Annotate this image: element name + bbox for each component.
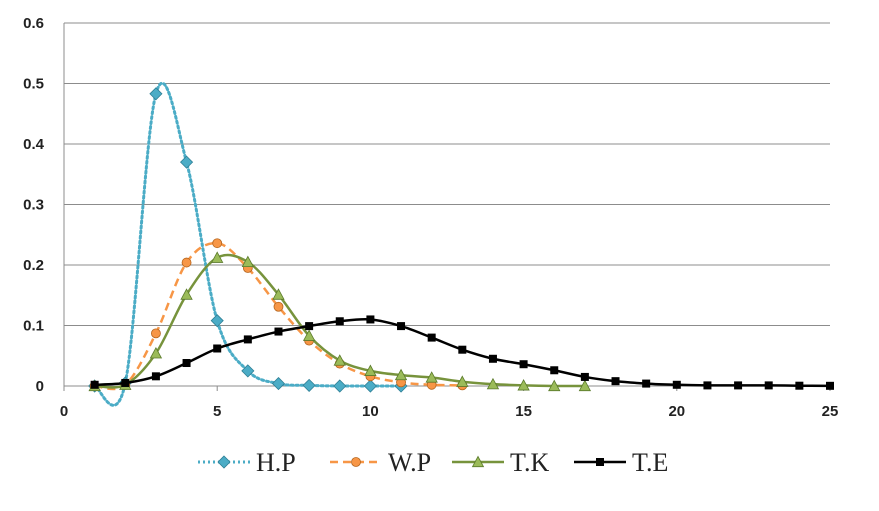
data-point <box>488 354 497 363</box>
gridlines <box>64 22 830 326</box>
data-point <box>363 379 377 393</box>
legend-label: T.E <box>632 448 668 477</box>
data-point <box>333 379 347 393</box>
x-tick-label: 15 <box>515 403 532 420</box>
x-axis-ticks: 0 5 10 15 20 25 <box>60 386 839 420</box>
y-tick-label: 0.5 <box>23 76 44 93</box>
data-point <box>181 257 192 268</box>
data-point <box>703 381 712 390</box>
series-t-e <box>90 315 834 390</box>
data-point <box>149 87 163 101</box>
data-point <box>366 315 375 324</box>
data-point <box>274 327 283 336</box>
data-point <box>397 322 406 331</box>
series-layer <box>88 81 834 407</box>
legend-label: H.P <box>256 448 296 477</box>
legend: H.P W.P T.K T.E <box>198 448 668 477</box>
data-point <box>517 379 530 391</box>
data-point <box>826 381 834 390</box>
data-point <box>335 317 344 326</box>
data-point <box>456 375 469 387</box>
data-point <box>425 371 438 383</box>
legend-item: T.E <box>574 448 668 477</box>
legend-item: W.P <box>330 448 431 477</box>
data-point <box>243 335 252 344</box>
data-point <box>611 377 620 386</box>
x-tick-label: 25 <box>822 403 839 420</box>
data-point <box>734 381 743 390</box>
data-point <box>364 364 377 376</box>
data-point <box>213 344 222 353</box>
x-tick-label: 10 <box>362 403 379 420</box>
data-point <box>672 380 681 389</box>
data-point <box>151 328 161 339</box>
data-point <box>795 381 804 390</box>
data-point <box>273 301 284 312</box>
legend-label: W.P <box>388 448 431 477</box>
data-point <box>333 354 346 366</box>
data-point <box>210 314 224 328</box>
y-tick-label: 0.6 <box>23 15 44 32</box>
x-tick-label: 20 <box>668 403 685 420</box>
data-point <box>642 379 651 388</box>
y-tick-label: 0.4 <box>23 136 45 153</box>
data-point <box>151 372 160 381</box>
data-point <box>486 377 500 390</box>
y-tick-label: 0 <box>36 378 44 395</box>
data-point <box>241 364 255 378</box>
data-point <box>519 360 528 369</box>
legend-item: T.K <box>452 448 549 477</box>
x-tick-label: 0 <box>60 403 68 420</box>
data-point <box>90 380 99 389</box>
data-point <box>149 346 163 359</box>
data-point <box>764 381 773 390</box>
legend-swatch-marker <box>471 455 485 468</box>
legend-swatch-marker <box>596 458 604 466</box>
legend-swatch-marker <box>217 455 231 469</box>
series-h-p <box>88 81 408 407</box>
data-point <box>548 379 561 392</box>
data-point <box>580 372 589 381</box>
y-axis-ticks: 0 0.1 0.2 0.3 0.4 0.5 0.6 <box>23 15 45 395</box>
data-point <box>179 155 194 169</box>
data-point <box>272 288 285 300</box>
data-point <box>180 288 193 300</box>
data-point <box>305 322 314 331</box>
data-point <box>550 366 559 375</box>
y-tick-label: 0.3 <box>23 197 44 214</box>
y-tick-label: 0.2 <box>23 257 44 274</box>
data-point <box>578 379 592 392</box>
data-point <box>182 359 191 368</box>
legend-label: T.K <box>510 448 549 477</box>
y-tick-label: 0.1 <box>23 318 44 335</box>
data-point <box>121 378 130 387</box>
legend-swatch-marker <box>351 457 361 467</box>
data-point <box>427 333 436 342</box>
x-tick-label: 5 <box>213 403 221 420</box>
data-point <box>212 238 223 249</box>
data-point <box>302 378 316 392</box>
data-point <box>241 255 255 268</box>
data-point <box>302 329 316 341</box>
data-point <box>271 377 286 391</box>
data-point <box>211 251 224 263</box>
legend-item: H.P <box>198 448 296 477</box>
data-point <box>394 368 408 381</box>
series-t-k <box>88 251 592 392</box>
data-point <box>458 345 467 354</box>
series-line <box>93 81 403 407</box>
